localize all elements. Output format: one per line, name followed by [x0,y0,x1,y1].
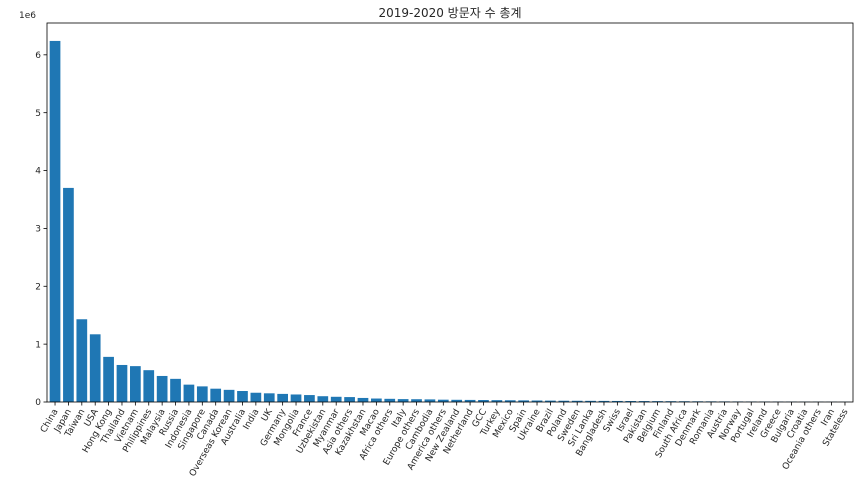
bar-africa-others [384,399,395,402]
y-tick-label: 4 [35,167,41,177]
bar-uzbekistan [317,396,328,402]
bar-europe-others [411,399,422,402]
y-axis-offset-label: 1e6 [19,11,36,21]
y-axis: 0 1 2 3 4 5 6 [35,51,47,408]
y-tick-label: 1 [35,340,41,350]
bar-canada [210,389,221,402]
bar-vietnam [130,366,141,402]
bar-france [304,395,315,402]
bar-germany [277,394,288,402]
bar-philippines [143,370,154,402]
bar-indonesia [184,385,195,402]
bar-china [50,41,61,402]
bar-taiwan [76,319,87,402]
y-tick-label: 0 [35,398,41,408]
bar-australia [237,391,248,402]
bar-malaysia [157,376,168,402]
y-tick-label: 5 [35,109,41,119]
bar-thailand [117,365,128,402]
bars-group [50,41,851,402]
bar-india [251,393,262,402]
y-tick-label: 6 [35,51,41,61]
bar-russia [170,379,181,402]
bar-singapore [197,386,208,402]
bar-uk [264,393,275,402]
y-tick-label: 2 [35,282,41,292]
bar-mongolia [291,394,302,402]
bar-macao [371,399,382,402]
bar-overseas-korean [224,390,235,402]
bar-japan [63,188,74,402]
plot-frame [47,23,853,402]
bar-asia-others [344,397,355,402]
bar-hong-kong [103,357,114,402]
bar-usa [90,334,101,402]
bar-kazakhstan [358,398,369,402]
y-tick-label: 3 [35,225,41,235]
bar-myanmar [331,397,342,402]
bar-italy [398,399,409,402]
chart-title: 2019-2020 방문자 수 총계 [378,6,521,20]
